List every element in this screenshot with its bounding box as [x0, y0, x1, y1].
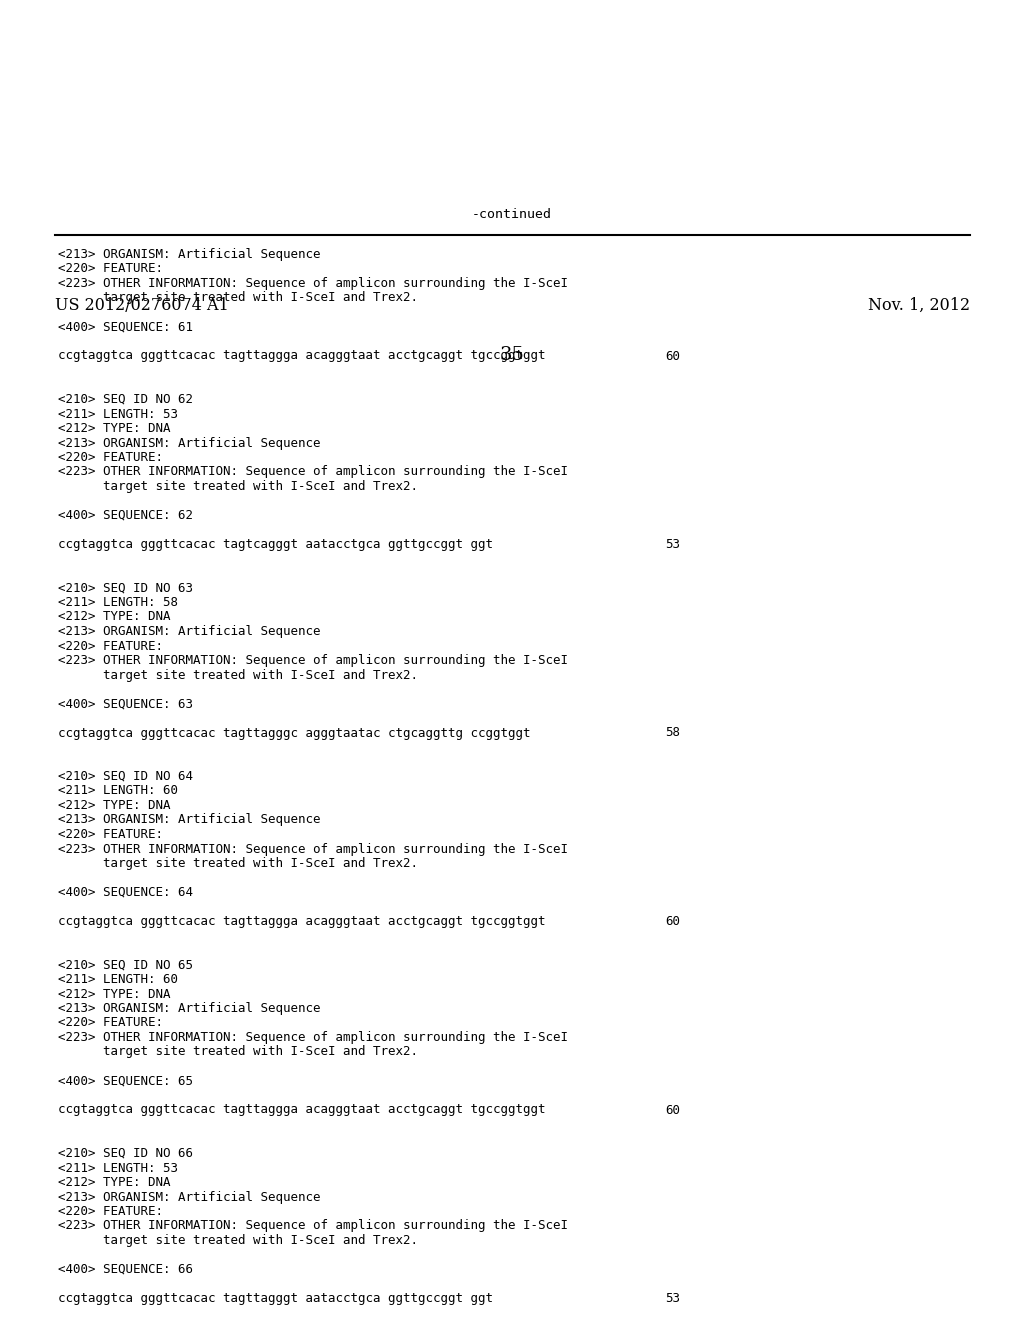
Text: <400> SEQUENCE: 62: <400> SEQUENCE: 62: [58, 510, 193, 521]
Text: <213> ORGANISM: Artificial Sequence: <213> ORGANISM: Artificial Sequence: [58, 813, 321, 826]
Text: 58: 58: [665, 726, 680, 739]
Text: <211> LENGTH: 58: <211> LENGTH: 58: [58, 597, 178, 609]
Text: 35: 35: [500, 346, 524, 364]
Text: <213> ORGANISM: Artificial Sequence: <213> ORGANISM: Artificial Sequence: [58, 1002, 321, 1015]
Text: <220> FEATURE:: <220> FEATURE:: [58, 639, 163, 652]
Text: 53: 53: [665, 539, 680, 550]
Text: <211> LENGTH: 60: <211> LENGTH: 60: [58, 973, 178, 986]
Text: <212> TYPE: DNA: <212> TYPE: DNA: [58, 987, 171, 1001]
Text: <400> SEQUENCE: 63: <400> SEQUENCE: 63: [58, 697, 193, 710]
Text: ccgtaggtca gggttcacac tagttagggc agggtaatac ctgcaggttg ccggtggt: ccgtaggtca gggttcacac tagttagggc agggtaa…: [58, 726, 530, 739]
Text: <400> SEQUENCE: 64: <400> SEQUENCE: 64: [58, 886, 193, 899]
Text: target site treated with I-SceI and Trex2.: target site treated with I-SceI and Trex…: [58, 292, 418, 305]
Text: <400> SEQUENCE: 66: <400> SEQUENCE: 66: [58, 1263, 193, 1276]
Text: <220> FEATURE:: <220> FEATURE:: [58, 1205, 163, 1218]
Text: target site treated with I-SceI and Trex2.: target site treated with I-SceI and Trex…: [58, 1234, 418, 1247]
Text: 60: 60: [665, 915, 680, 928]
Text: <400> SEQUENCE: 65: <400> SEQUENCE: 65: [58, 1074, 193, 1088]
Text: target site treated with I-SceI and Trex2.: target site treated with I-SceI and Trex…: [58, 668, 418, 681]
Text: ccgtaggtca gggttcacac tagttaggga acagggtaat acctgcaggt tgccggtggt: ccgtaggtca gggttcacac tagttaggga acagggt…: [58, 350, 546, 363]
Text: 60: 60: [665, 350, 680, 363]
Text: <212> TYPE: DNA: <212> TYPE: DNA: [58, 610, 171, 623]
Text: <211> LENGTH: 60: <211> LENGTH: 60: [58, 784, 178, 797]
Text: <213> ORGANISM: Artificial Sequence: <213> ORGANISM: Artificial Sequence: [58, 624, 321, 638]
Text: <210> SEQ ID NO 66: <210> SEQ ID NO 66: [58, 1147, 193, 1160]
Text: <211> LENGTH: 53: <211> LENGTH: 53: [58, 408, 178, 421]
Text: <220> FEATURE:: <220> FEATURE:: [58, 1016, 163, 1030]
Text: <223> OTHER INFORMATION: Sequence of amplicon surrounding the I-SceI: <223> OTHER INFORMATION: Sequence of amp…: [58, 1031, 568, 1044]
Text: <212> TYPE: DNA: <212> TYPE: DNA: [58, 1176, 171, 1189]
Text: <211> LENGTH: 53: <211> LENGTH: 53: [58, 1162, 178, 1175]
Text: <223> OTHER INFORMATION: Sequence of amplicon surrounding the I-SceI: <223> OTHER INFORMATION: Sequence of amp…: [58, 466, 568, 479]
Text: <223> OTHER INFORMATION: Sequence of amplicon surrounding the I-SceI: <223> OTHER INFORMATION: Sequence of amp…: [58, 842, 568, 855]
Text: <212> TYPE: DNA: <212> TYPE: DNA: [58, 799, 171, 812]
Text: <220> FEATURE:: <220> FEATURE:: [58, 263, 163, 276]
Text: US 2012/0276074 A1: US 2012/0276074 A1: [55, 297, 228, 314]
Text: <213> ORGANISM: Artificial Sequence: <213> ORGANISM: Artificial Sequence: [58, 437, 321, 450]
Text: ccgtaggtca gggttcacac tagttaggga acagggtaat acctgcaggt tgccggtggt: ccgtaggtca gggttcacac tagttaggga acagggt…: [58, 915, 546, 928]
Text: 53: 53: [665, 1292, 680, 1305]
Text: <210> SEQ ID NO 65: <210> SEQ ID NO 65: [58, 958, 193, 972]
Text: <210> SEQ ID NO 63: <210> SEQ ID NO 63: [58, 582, 193, 594]
Text: <212> TYPE: DNA: <212> TYPE: DNA: [58, 422, 171, 436]
Text: -continued: -continued: [472, 209, 552, 220]
Text: <220> FEATURE:: <220> FEATURE:: [58, 451, 163, 465]
Text: <213> ORGANISM: Artificial Sequence: <213> ORGANISM: Artificial Sequence: [58, 248, 321, 261]
Text: <210> SEQ ID NO 62: <210> SEQ ID NO 62: [58, 393, 193, 407]
Text: <223> OTHER INFORMATION: Sequence of amplicon surrounding the I-SceI: <223> OTHER INFORMATION: Sequence of amp…: [58, 277, 568, 290]
Text: 60: 60: [665, 1104, 680, 1117]
Text: target site treated with I-SceI and Trex2.: target site treated with I-SceI and Trex…: [58, 1045, 418, 1059]
Text: Nov. 1, 2012: Nov. 1, 2012: [868, 297, 970, 314]
Text: <220> FEATURE:: <220> FEATURE:: [58, 828, 163, 841]
Text: <400> SEQUENCE: 61: <400> SEQUENCE: 61: [58, 321, 193, 334]
Text: ccgtaggtca gggttcacac tagttagggt aatacctgca ggttgccggt ggt: ccgtaggtca gggttcacac tagttagggt aatacct…: [58, 1292, 493, 1305]
Text: <223> OTHER INFORMATION: Sequence of amplicon surrounding the I-SceI: <223> OTHER INFORMATION: Sequence of amp…: [58, 653, 568, 667]
Text: target site treated with I-SceI and Trex2.: target site treated with I-SceI and Trex…: [58, 480, 418, 492]
Text: target site treated with I-SceI and Trex2.: target site treated with I-SceI and Trex…: [58, 857, 418, 870]
Text: <223> OTHER INFORMATION: Sequence of amplicon surrounding the I-SceI: <223> OTHER INFORMATION: Sequence of amp…: [58, 1220, 568, 1233]
Text: <210> SEQ ID NO 64: <210> SEQ ID NO 64: [58, 770, 193, 783]
Text: ccgtaggtca gggttcacac tagttaggga acagggtaat acctgcaggt tgccggtggt: ccgtaggtca gggttcacac tagttaggga acagggt…: [58, 1104, 546, 1117]
Text: ccgtaggtca gggttcacac tagtcagggt aatacctgca ggttgccggt ggt: ccgtaggtca gggttcacac tagtcagggt aatacct…: [58, 539, 493, 550]
Text: <213> ORGANISM: Artificial Sequence: <213> ORGANISM: Artificial Sequence: [58, 1191, 321, 1204]
